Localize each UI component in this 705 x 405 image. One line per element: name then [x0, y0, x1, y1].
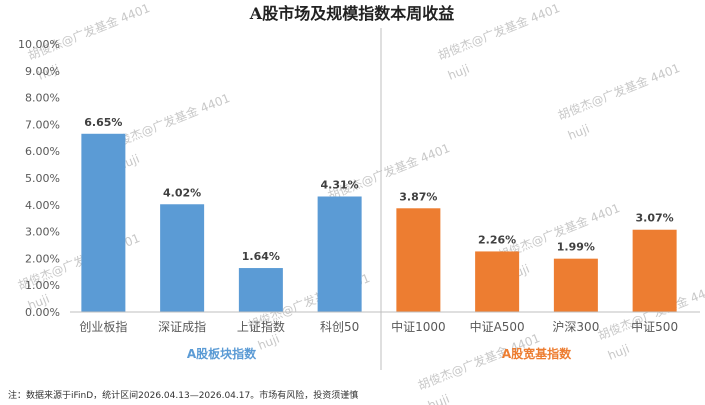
chart-title: A股市场及规模指数本周收益: [249, 4, 454, 23]
x-tick-label: 创业板指: [79, 319, 127, 334]
data-label: 4.02%: [163, 186, 201, 199]
x-axis-labels: 创业板指 深证成指 上证指数 科创50 中证1000 中证A500 沪深300 中证500: [79, 319, 678, 334]
group-label: A股宽基指数: [502, 346, 572, 361]
y-axis: 0.00% 1.00% 2.00% 3.00% 4.00% 5.00% 6.00% 7.00%…: [18, 38, 60, 319]
x-tick-label: 中证A500: [470, 319, 525, 334]
y-tick-label: 5.00%: [25, 172, 60, 185]
bar: [81, 133, 126, 312]
y-tick-label: 10.00%: [18, 38, 60, 51]
bar: [160, 204, 205, 312]
y-tick-label: 4.00%: [25, 199, 60, 212]
x-tick-label: 中证1000: [391, 319, 446, 334]
data-label: 4.31%: [321, 178, 359, 191]
watermark-text: huji: [256, 332, 282, 353]
watermark-text: 胡俊杰@广发基金 4401: [26, 0, 152, 63]
group-labels: A股板块指数 A股宽基指数: [187, 346, 572, 361]
y-tick-label: 9.00%: [25, 65, 60, 78]
watermark-text: 胡俊杰@广发基金 4401: [436, 0, 562, 63]
y-tick-label: 6.00%: [25, 145, 60, 158]
data-label: 3.07%: [636, 212, 674, 225]
watermark-text: 胡俊杰@广发基金 4401: [556, 60, 682, 123]
watermark-text: huji: [446, 62, 472, 83]
bar: [632, 229, 677, 312]
watermark-text: huji: [426, 392, 452, 405]
bar: [475, 251, 520, 312]
watermark-text: huji: [566, 122, 592, 143]
y-tick-label: 1.00%: [25, 279, 60, 292]
watermark-text: 胡俊杰@广发基金 4401: [416, 330, 542, 393]
y-tick-label: 7.00%: [25, 118, 60, 131]
data-label: 1.64%: [242, 250, 280, 263]
x-tick-label: 中证500: [631, 319, 678, 334]
y-tick-label: 3.00%: [25, 226, 60, 239]
group-label: A股板块指数: [187, 346, 257, 361]
bar: [238, 268, 283, 312]
x-tick-label: 深证成指: [158, 319, 206, 334]
watermark-text: huji: [606, 342, 632, 363]
x-tick-label: 沪深300: [552, 320, 599, 334]
bar: [553, 258, 598, 312]
y-tick-label: 8.00%: [25, 92, 60, 105]
bar: [317, 196, 362, 312]
y-tick-label: 0.00%: [25, 306, 60, 319]
bar: [396, 208, 441, 312]
data-label: 6.65%: [84, 116, 122, 129]
footnote: 注：数据来源于iFinD，统计区间2026.04.13—2026.04.17。市…: [8, 389, 358, 401]
data-label: 3.87%: [399, 190, 437, 203]
data-label: 1.99%: [557, 241, 595, 254]
data-label: 2.26%: [478, 233, 516, 246]
bars: 6.65% 4.02% 1.64% 4.31% 3.87% 2.26% 1.99% 3.07%: [81, 116, 677, 312]
x-tick-label: 上证指数: [237, 319, 285, 334]
y-tick-label: 2.00%: [25, 252, 60, 265]
x-tick-label: 科创50: [320, 320, 359, 334]
